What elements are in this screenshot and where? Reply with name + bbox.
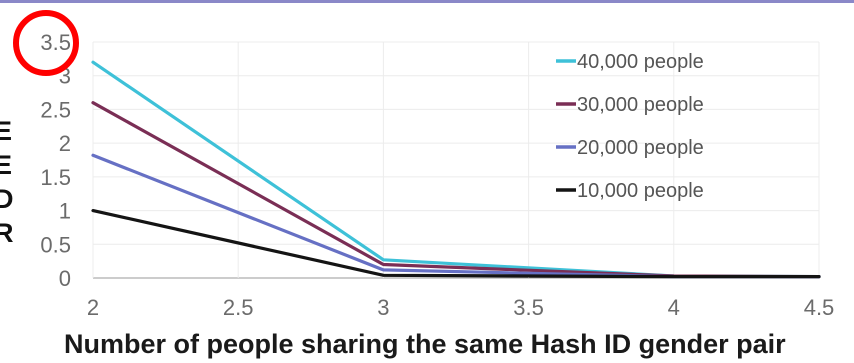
grid-lines — [92, 41, 820, 279]
x-tick-label: 2.5 — [223, 295, 254, 320]
x-tick-label: 2 — [87, 295, 99, 320]
legend-entry: 10,000 people — [577, 180, 704, 202]
y-title-letter: E — [0, 116, 13, 146]
y-tick-label: 0 — [59, 266, 71, 291]
y-tick-label: 0.5 — [40, 232, 71, 257]
x-tick-labels: 2 2.5 3 3.5 4 4.5 — [87, 295, 834, 320]
y-title-letter: D — [0, 184, 14, 214]
y-title-letter: R — [0, 218, 14, 248]
series-line — [91, 208, 821, 279]
legend: 40,000 people 30,000 people 20,000 people 1… — [556, 51, 704, 202]
series-line — [91, 101, 821, 279]
x-tick-label: 3.5 — [513, 295, 544, 320]
series-line — [91, 153, 821, 279]
x-tick-label: 4.5 — [804, 295, 835, 320]
top-border-rule — [0, 0, 854, 3]
x-tick-label: 3 — [377, 295, 389, 320]
series-lines — [91, 60, 821, 279]
x-tick-label: 4 — [668, 295, 680, 320]
y-tick-label: 2 — [59, 131, 71, 156]
y-title-letter: E — [0, 150, 13, 180]
y-tick-label: 2.5 — [40, 97, 71, 122]
y-tick-label: 1.5 — [40, 165, 71, 190]
legend-entry: 40,000 people — [577, 51, 704, 73]
y-axis-title-fragment: E E D R — [0, 114, 14, 250]
x-axis-title: Number of people sharing the same Hash I… — [64, 329, 786, 359]
legend-entry: 30,000 people — [577, 94, 704, 116]
y-tick-label: 1 — [59, 199, 71, 224]
legend-entry: 20,000 people — [577, 137, 704, 159]
highlight-circle-annotation — [13, 10, 79, 76]
